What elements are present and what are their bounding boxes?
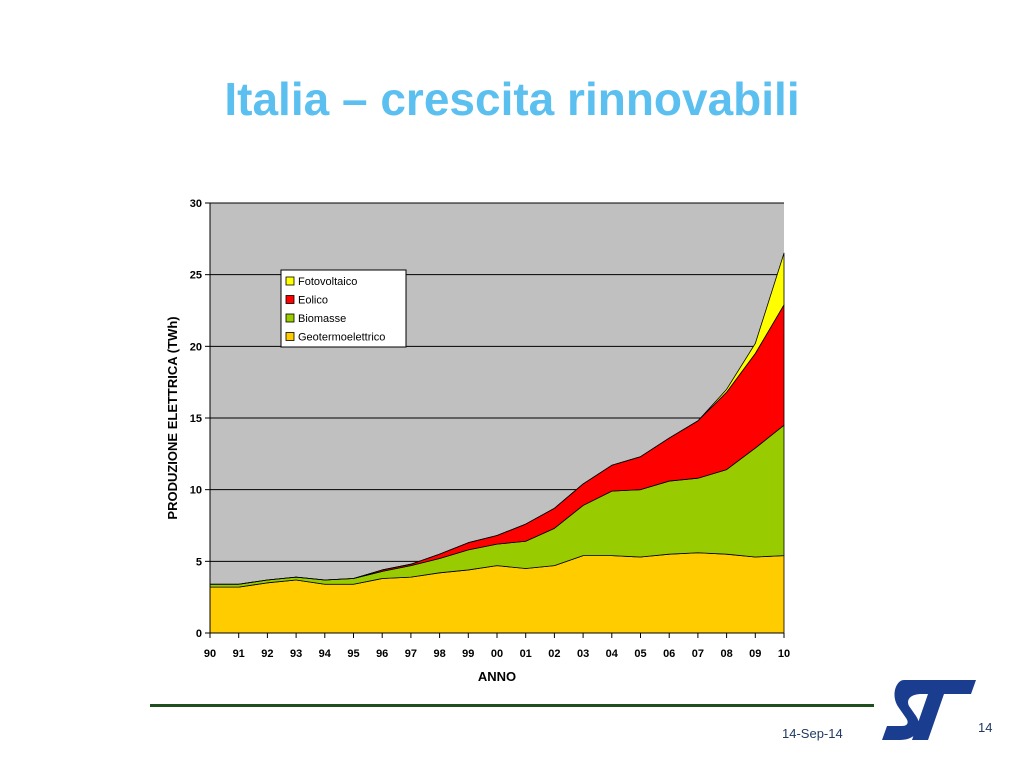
y-tick-label: 0 — [196, 628, 202, 640]
y-tick-labels: 0 5 10 15 20 25 30 — [190, 198, 202, 640]
y-tick-label: 10 — [190, 485, 202, 497]
x-tick-label: 95 — [347, 648, 359, 660]
x-tick-label: 92 — [261, 648, 273, 660]
footer-date: 14-Sep-14 — [782, 726, 843, 741]
legend: Fotovoltaico Eolico Biomasse Geotermoelettr… — [280, 269, 407, 348]
legend-label: Geotermoelettrico — [298, 332, 385, 344]
x-tick-label: 94 — [319, 648, 332, 660]
x-tick-label: 93 — [290, 648, 302, 660]
x-tick-label: 10 — [778, 648, 790, 660]
x-tick-label: 00 — [491, 648, 503, 660]
st-logo-icon — [882, 680, 976, 740]
x-tick-label: 90 — [204, 648, 216, 660]
x-tick-label: 06 — [663, 648, 675, 660]
x-tick-label: 02 — [548, 648, 560, 660]
x-tick-label: 01 — [520, 648, 532, 660]
x-tick-label: 96 — [376, 648, 388, 660]
legend-label: Eolico — [298, 295, 328, 307]
y-tick-label: 25 — [190, 270, 202, 282]
axes — [205, 202, 785, 638]
legend-swatch — [285, 313, 295, 323]
x-tick-label: 91 — [233, 648, 245, 660]
area-fotovoltaico — [209, 252, 785, 585]
x-tick-label: 05 — [634, 648, 646, 660]
x-tick-label: 98 — [433, 648, 445, 660]
x-tick-label: 04 — [606, 648, 619, 660]
x-tick-label: 08 — [720, 648, 732, 660]
x-tick-label: 99 — [462, 648, 474, 660]
x-tick-labels: 90 91 92 93 94 95 96 97 98 99 00 01 02 03 04 05 06 07 08 09… — [204, 648, 790, 660]
y-tick-label: 20 — [190, 341, 202, 353]
x-tick-label: 97 — [405, 648, 417, 660]
y-tick-label: 30 — [190, 198, 202, 210]
x-tick-label: 07 — [692, 648, 704, 660]
y-tick-label: 15 — [190, 413, 202, 425]
slide-title: Italia – crescita rinnovabili — [224, 73, 800, 125]
legend-swatch — [285, 295, 295, 304]
legend-swatch — [285, 276, 295, 286]
y-tick-label: 5 — [196, 556, 202, 568]
x-tick-label: 09 — [749, 648, 761, 660]
legend-label: Fotovoltaico — [298, 276, 357, 288]
footer-rule — [150, 704, 874, 707]
legend-swatch — [285, 332, 295, 341]
y-axis-label: PRODUZIONE ELETTRICA (TWh) — [165, 316, 180, 519]
legend-box — [280, 269, 407, 348]
legend-label: Biomasse — [298, 313, 346, 325]
page-number: 14 — [978, 720, 993, 735]
x-axis-label: ANNO — [478, 669, 516, 684]
x-tick-label: 03 — [577, 648, 589, 660]
